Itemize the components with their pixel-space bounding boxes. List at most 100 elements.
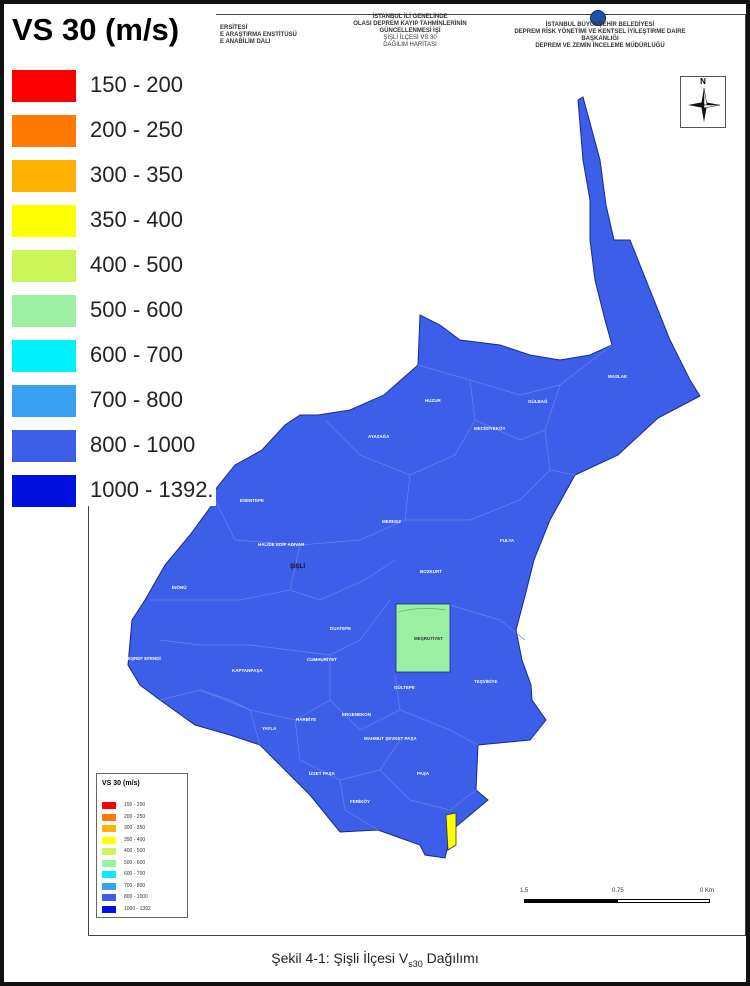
header-title-line: OLASI DEPREM KAYIP TAHMİNLERİNİN — [353, 21, 467, 27]
header-right-line: DEPREM RİSK YÖNETİMİ VE KENTSEL İYİLEŞTİ… — [514, 29, 686, 42]
nb-label-esref-efendi: EŞREF EFENDİ — [128, 655, 161, 661]
legend-swatch — [12, 160, 76, 192]
small-legend-label: 300 - 350 — [124, 825, 146, 831]
header-title-line: İSTANBUL İLİ GENELİNDE — [372, 14, 448, 20]
figure-caption: Şekil 4-1: Şişli İlçesi Vs30 Dağılımı — [0, 950, 750, 969]
small-legend-item: 500 - 600 — [102, 859, 182, 867]
nb-label-yayla: YAYLA — [262, 726, 277, 731]
small-legend-title: VS 30 (m/s) — [102, 780, 140, 787]
legend-item: 150 - 200 — [12, 70, 222, 102]
small-legend-swatch — [102, 802, 116, 809]
legend-item: 400 - 500 — [12, 250, 222, 282]
nb-label-bozkurt: BOZKURT — [420, 569, 442, 574]
small-legend-item: 600 - 700 — [102, 871, 182, 878]
header-title-line: GÜNCELLENMESİ İŞİ — [379, 28, 441, 34]
nb-label-halide-edip: HALİDE EDİP ADIVAR — [258, 541, 305, 547]
nb-label-mahmut-sevket-pasa: MAHMUT ŞEVKET PAŞA — [364, 736, 417, 741]
small-legend-swatch — [102, 894, 116, 901]
small-legend-label: 600 - 700 — [124, 871, 146, 877]
header-right-line: İSTANBUL BÜYÜKŞEHİR BELEDİYESİ — [545, 22, 655, 28]
legend-swatch — [12, 430, 76, 462]
legend-item: 1000 - 1392. — [12, 475, 222, 507]
nb-label-esentepe: ESENTEPE — [240, 498, 264, 503]
nb-label-ergenekon: ERGENEKON — [342, 712, 371, 717]
legend-item: 350 - 400 — [12, 205, 222, 237]
nb-label-gultepe: GÜLTEPE — [394, 684, 415, 690]
nb-label-izzet-pasa: İZZET PAŞA — [309, 770, 336, 776]
sisli-district-area — [127, 96, 701, 859]
small-legend-label: 1000 - 1392 — [124, 905, 151, 912]
header-left-line: ERSİTESİ — [220, 25, 248, 31]
nb-label-maslak: MASLAK — [608, 374, 628, 379]
legend-item: 300 - 350 — [12, 160, 222, 192]
caption-text: Şekil 4-1: Şişli İlçesi V — [271, 950, 409, 966]
scale-bar-graphic — [524, 899, 710, 903]
small-legend-swatch — [102, 859, 116, 867]
nb-label-mecidiyekoy: MECİDİYEKÖY — [474, 425, 506, 431]
legend-swatch — [12, 475, 76, 507]
legend-label: 200 - 250 — [90, 117, 183, 142]
legend-swatch — [12, 295, 76, 327]
legend-label: 700 - 800 — [90, 387, 183, 412]
nb-label-pasa: PAŞA — [417, 771, 430, 776]
north-arrow: N — [680, 76, 726, 128]
legend-item: 700 - 800 — [12, 385, 222, 417]
header-left-line: E ANABİLİM DALI — [220, 39, 271, 45]
legend-label: 600 - 700 — [90, 342, 183, 367]
legend-item: 200 - 250 — [12, 115, 222, 147]
small-legend-label: 800 - 1000 — [124, 894, 148, 900]
legend-swatch — [12, 205, 76, 237]
nb-label-tesvikiye: TEŞVİKİYE — [474, 678, 498, 684]
header-right-line: DEPREM VE ZEMİN İNCELEME MÜDÜRLÜĞÜ — [535, 43, 665, 49]
header-title: İSTANBUL İLİ GENELİNDE OLASI DEPREM KAYI… — [320, 14, 500, 49]
small-legend-label: 700 - 800 — [124, 882, 146, 889]
legend-label: 300 - 350 — [90, 162, 183, 187]
vs30-legend: VS 30 (m/s) 150 - 200 200 - 250 300 - 350 3… — [4, 4, 216, 507]
neighbourhood-boundaries — [150, 344, 613, 831]
header-subtitle-line: DAĞILIM HARİTASI — [383, 42, 437, 48]
nb-label-fulya: FULYA — [500, 538, 515, 543]
legend-label: 150 - 200 — [90, 72, 183, 97]
legend-label: 350 - 400 — [90, 207, 183, 232]
nb-label-merkez: MERKEZ — [382, 519, 401, 524]
nb-label-huzur: HUZUR — [425, 398, 441, 403]
legend-label: 800 - 1000 — [90, 432, 196, 457]
small-legend-item: 800 - 1000 — [102, 894, 182, 901]
zone-boundary-line — [397, 608, 447, 613]
legend-item: 600 - 700 — [12, 340, 222, 372]
caption-subscript: s30 — [408, 958, 423, 969]
small-legend-label: 350 - 400 — [124, 836, 146, 843]
small-legend-swatch — [102, 905, 116, 913]
small-legend-swatch — [102, 825, 116, 832]
legend-swatch — [12, 115, 76, 147]
small-legend-swatch — [102, 882, 116, 890]
zone-500-600-block — [395, 603, 451, 673]
small-legend-label: 400 - 500 — [124, 848, 146, 854]
scale-label-mid: 0.75 — [612, 888, 624, 894]
caption-text-end: Dağılımı — [422, 950, 479, 966]
small-legend-item: 350 - 400 — [102, 836, 182, 844]
nb-label-kaptanpasa: KAPTANPAŞA — [232, 668, 263, 673]
legend-item: 800 - 1000 — [12, 430, 222, 462]
nb-label-cumhuriyet: CUMHURİYET — [307, 656, 337, 662]
nb-label-harbiye: HARBİYE — [296, 716, 316, 722]
small-legend-item: 700 - 800 — [102, 882, 182, 890]
legend-swatch — [12, 385, 76, 417]
header-subtitle-line: ŞİŞLİ İLÇESİ VS 30 — [383, 35, 437, 41]
municipality-logo-icon — [590, 10, 606, 26]
small-legend-swatch — [102, 871, 116, 878]
legend-title: VS 30 (m/s) — [12, 12, 180, 47]
header-left-line: E ARAŞTIRMA ENSTİTÜSÜ — [220, 32, 297, 38]
small-legend-label: 500 - 600 — [124, 859, 146, 866]
small-legend-item: 1000 - 1392 — [102, 905, 182, 913]
legend-label: 400 - 500 — [90, 252, 183, 277]
compass-rose-icon — [688, 87, 721, 122]
nb-label-gulbag: GÜLBAĞ — [528, 397, 548, 404]
nb-label-mesrutiyet: MEŞRUTİYET — [414, 635, 443, 641]
small-legend-item: 200 - 250 — [102, 813, 182, 821]
header-left: ERSİTESİ E ARAŞTIRMA ENSTİTÜSÜ E ANABİLİ… — [220, 25, 297, 46]
header-right: İSTANBUL BÜYÜKŞEHİR BELEDİYESİ DEPREM Rİ… — [500, 22, 700, 50]
legend-swatch — [12, 340, 76, 372]
nb-label-ferikoy: FERİKÖY — [350, 798, 370, 804]
